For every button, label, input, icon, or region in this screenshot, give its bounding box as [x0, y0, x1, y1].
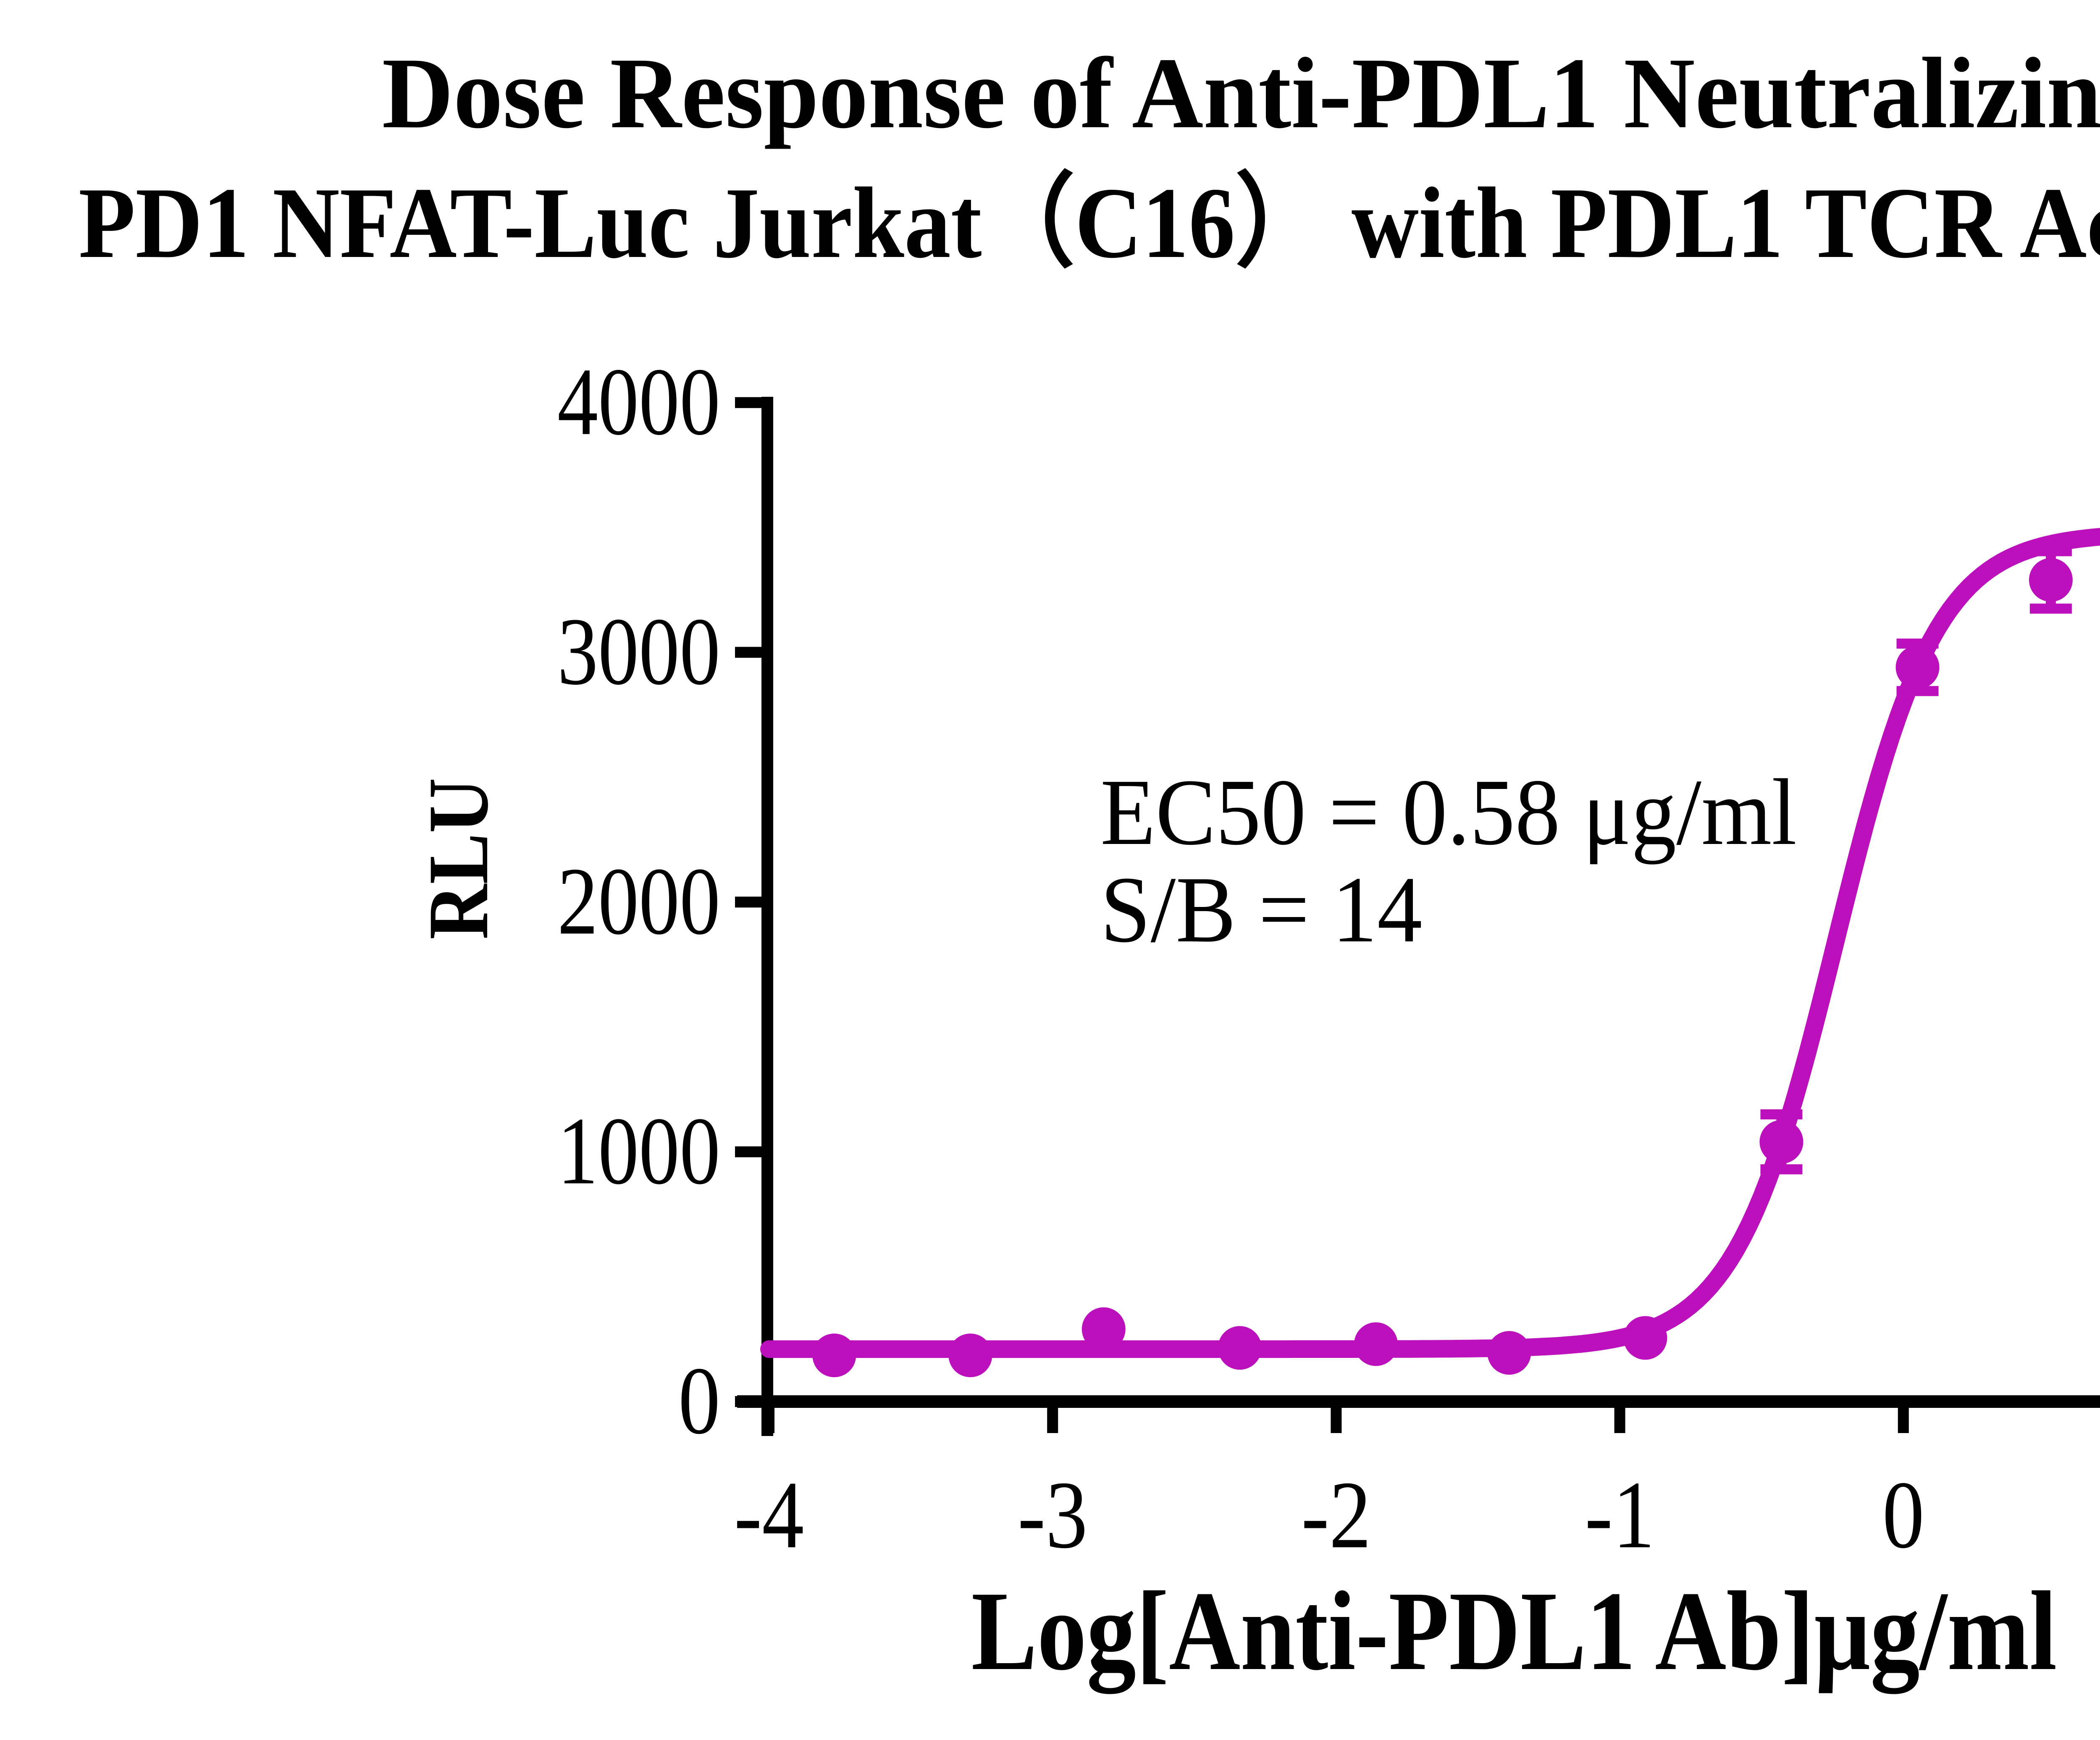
chart-title-line2: PD1 NFAT-Luc Jurkat（C16） with PDL1 TCR A…	[79, 167, 2100, 279]
y-axis-ticks: 0 1000 2000 3000 4000	[557, 348, 761, 1454]
error-bar-cap-top	[2029, 546, 2072, 556]
x-tick-label: -4	[734, 1461, 804, 1568]
annotation-ec50: EC50 = 0.58 μg/ml	[1100, 760, 1797, 865]
data-point-marker	[2029, 558, 2073, 602]
x-tick-label: 0	[1882, 1461, 1924, 1568]
error-bar-cap-bottom	[1760, 1164, 1803, 1174]
x-axis-line	[737, 1395, 2100, 1408]
data-point-marker	[1218, 1326, 1262, 1370]
axes	[737, 397, 2100, 1436]
data-point-marker	[1082, 1307, 1126, 1351]
data-points-group	[812, 558, 2073, 1377]
y-tick-mark	[735, 896, 761, 908]
y-tick-mark	[735, 1396, 761, 1407]
y-tick-mark	[735, 397, 761, 408]
x-tick-mark	[1047, 1408, 1058, 1433]
y-axis-line	[761, 397, 773, 1436]
y-tick-label: 0	[678, 1347, 720, 1454]
data-point-marker	[1759, 1120, 1803, 1164]
error-bar-cap-bottom	[2029, 603, 2072, 614]
error-bar-cap-top	[1760, 1109, 1803, 1119]
x-tick-mark	[1898, 1408, 1909, 1433]
y-tick-mark	[735, 1146, 761, 1158]
y-tick-label: 2000	[557, 848, 720, 955]
y-tick-label: 1000	[557, 1097, 720, 1204]
y-tick-label: 3000	[557, 598, 720, 705]
x-axis-title: Log[Anti-PDL1 Ab]μg/ml	[971, 1568, 2057, 1694]
fit-curve	[760, 528, 2100, 1358]
y-axis-title: RLU	[411, 778, 506, 940]
chart-title-line1: Dose Response of Anti-PDL1 Neutralizing …	[382, 37, 2100, 150]
data-point-marker	[1895, 645, 1940, 689]
data-point-marker	[1623, 1316, 1667, 1360]
data-point-marker	[948, 1333, 992, 1377]
y-tick-label: 4000	[557, 348, 720, 455]
data-point-marker	[1487, 1331, 1531, 1375]
annotation-sb: S/B = 14	[1100, 857, 1422, 962]
x-tick-label: -2	[1301, 1461, 1371, 1568]
x-tick-label: -3	[1018, 1461, 1088, 1568]
fit-curve-group	[760, 528, 2100, 1358]
x-tick-mark	[1331, 1408, 1342, 1433]
x-axis-ticks: -4-3-2-101	[734, 1408, 1924, 1568]
x-tick-mark	[1614, 1408, 1625, 1433]
data-point-marker	[1354, 1322, 1398, 1366]
x-tick-label: -1	[1585, 1461, 1655, 1568]
x-tick-mark	[764, 1408, 774, 1433]
data-point-marker	[812, 1333, 856, 1377]
y-tick-mark	[735, 647, 761, 658]
